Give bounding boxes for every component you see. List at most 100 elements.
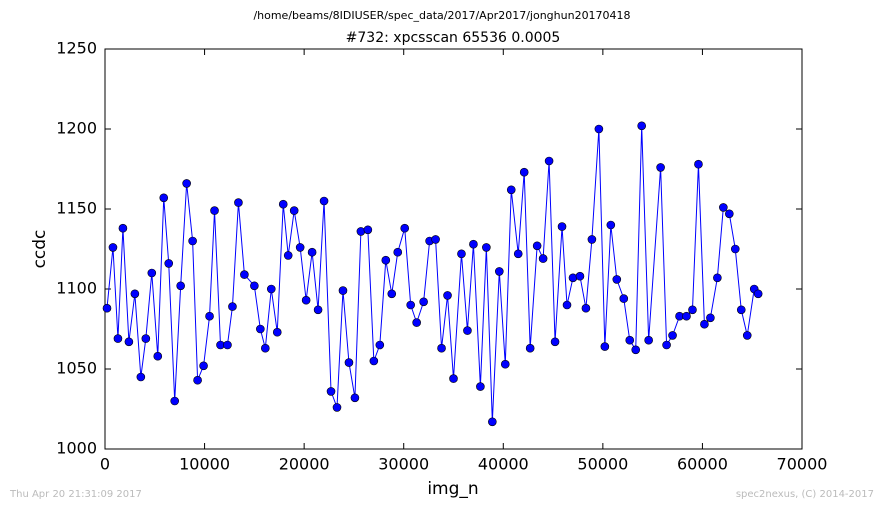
data-point xyxy=(730,244,740,254)
suptitle: /home/beams/8IDIUSER/spec_data/2017/Apr2… xyxy=(253,9,630,22)
data-point xyxy=(153,351,163,361)
data-point xyxy=(223,340,232,350)
data-point xyxy=(387,289,397,299)
data-point xyxy=(606,220,616,230)
data-point xyxy=(369,356,379,366)
data-point xyxy=(495,267,504,276)
data-point xyxy=(375,340,385,350)
data-point xyxy=(562,300,572,310)
data-point xyxy=(437,343,446,353)
data-point xyxy=(513,249,523,259)
data-point xyxy=(289,206,299,215)
data-point xyxy=(719,203,728,212)
data-point xyxy=(205,311,214,321)
data-point xyxy=(326,387,336,396)
data-point xyxy=(136,372,146,382)
data-point xyxy=(568,273,578,283)
data-point xyxy=(612,275,622,284)
data-point xyxy=(550,337,560,347)
data-point xyxy=(188,236,197,246)
data-point xyxy=(431,235,440,244)
data-point xyxy=(469,239,478,249)
data-point xyxy=(210,206,219,215)
data-point xyxy=(587,235,597,244)
data-point xyxy=(476,382,485,391)
data-point xyxy=(753,289,763,299)
x-tick-label: 10000 xyxy=(179,455,230,474)
data-point xyxy=(307,247,317,257)
data-point xyxy=(668,331,677,340)
data-point xyxy=(581,303,591,313)
data-point xyxy=(700,319,709,329)
data-point xyxy=(594,124,604,134)
data-point xyxy=(301,295,311,305)
x-tick-label: 60000 xyxy=(677,455,728,474)
y-tick-label: 1050 xyxy=(56,359,97,378)
data-point xyxy=(688,305,697,315)
data-point xyxy=(338,286,348,295)
data-point xyxy=(313,305,323,315)
data-point xyxy=(182,179,191,188)
data-point xyxy=(538,254,548,263)
data-point xyxy=(662,340,671,350)
data-point xyxy=(575,271,585,281)
data-point xyxy=(228,302,237,311)
data-point xyxy=(356,227,366,236)
data-point xyxy=(519,167,529,177)
data-point xyxy=(278,199,288,209)
data-point xyxy=(102,303,112,313)
data-point xyxy=(319,196,329,206)
data-point xyxy=(193,375,202,385)
x-tick-label: 70000 xyxy=(777,455,828,474)
data-point xyxy=(199,361,208,371)
data-point xyxy=(637,121,646,131)
x-tick-label: 50000 xyxy=(577,455,628,474)
data-point xyxy=(350,393,360,403)
x-tick-label: 20000 xyxy=(279,455,330,474)
data-point xyxy=(170,396,179,406)
y-tick-label: 1250 xyxy=(56,39,97,58)
x-tick-label: 40000 xyxy=(478,455,529,474)
data-point xyxy=(250,281,259,291)
data-point xyxy=(124,337,134,347)
data-point xyxy=(164,259,174,268)
data-point xyxy=(381,255,391,265)
y-tick-label: 1200 xyxy=(56,119,97,138)
data-point xyxy=(118,223,128,233)
data-point xyxy=(261,343,270,353)
data-point xyxy=(234,198,243,207)
data-point xyxy=(482,243,491,252)
data-point xyxy=(725,209,734,219)
data-point xyxy=(266,284,276,294)
data-point xyxy=(113,334,123,343)
data-point xyxy=(532,241,542,251)
data-point xyxy=(108,243,118,252)
data-point xyxy=(500,359,510,369)
data-point xyxy=(736,305,746,315)
y-tick-label: 1150 xyxy=(56,199,97,218)
data-point xyxy=(625,335,635,345)
data-point xyxy=(631,345,641,355)
data-point xyxy=(283,251,293,260)
data-point xyxy=(557,222,567,231)
data-point xyxy=(363,225,373,235)
x-tick-label: 0 xyxy=(100,455,110,474)
data-point xyxy=(159,193,169,203)
data-point xyxy=(419,297,428,307)
data-point xyxy=(488,417,497,427)
x-tick-label: 30000 xyxy=(378,455,429,474)
data-point xyxy=(295,243,305,252)
data-point xyxy=(344,358,354,367)
data-point xyxy=(130,289,140,299)
data-point xyxy=(544,156,554,166)
data-point xyxy=(457,249,466,259)
y-axis-label: ccdc xyxy=(30,230,50,269)
data-point xyxy=(706,313,715,323)
chart-title: #732: xpcsscan 65536 0.0005 xyxy=(346,30,561,46)
data-point xyxy=(713,273,722,283)
data-point xyxy=(393,247,403,257)
data-point xyxy=(694,159,703,169)
data-point xyxy=(742,331,752,340)
data-point xyxy=(412,318,421,327)
